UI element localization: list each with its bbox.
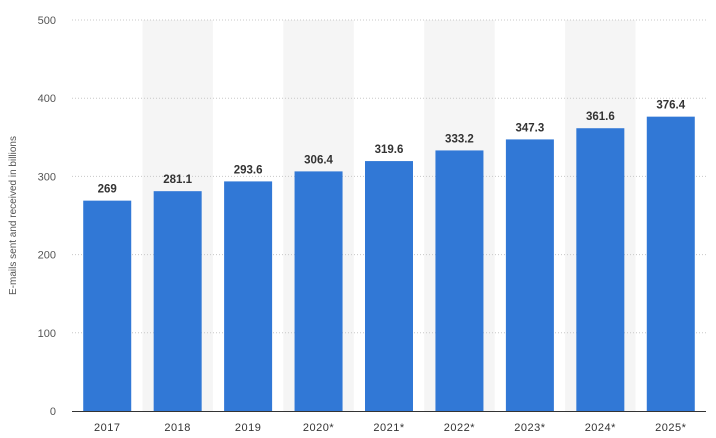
bar-2020*[interactable] [294, 171, 343, 411]
x-tick-label-2021*: 2021* [373, 422, 404, 434]
y-tick-label: 400 [38, 93, 56, 105]
bar-2018[interactable] [153, 191, 202, 411]
bar-2023*[interactable] [505, 139, 554, 411]
y-axis-ticks: 0 100 200 300 400 500 [38, 15, 56, 418]
y-axis-label: E-mails sent and received in billions [8, 136, 19, 295]
data-labels: 269 281.1 293.6 306.4 319.6 333.2 347.3 361.6 37… [98, 100, 686, 196]
x-tick-label-2022*: 2022* [444, 422, 475, 434]
data-label-2023*: 347.3 [515, 122, 544, 134]
y-tick-label: 100 [38, 328, 56, 340]
x-tick-label-2020*: 2020* [303, 422, 334, 434]
bar-2017[interactable] [83, 200, 132, 411]
data-label-2020*: 306.4 [304, 154, 333, 166]
x-tick-label-2017: 2017 [94, 422, 120, 434]
x-tick-label-2024*: 2024* [585, 422, 616, 434]
x-tick-label-2023*: 2023* [514, 422, 545, 434]
x-tick-label-2019: 2019 [235, 422, 261, 434]
bar-2019[interactable] [224, 181, 273, 411]
bars [83, 116, 695, 411]
data-label-2025*: 376.4 [656, 100, 685, 112]
y-tick-label: 0 [50, 406, 56, 418]
data-label-2021*: 319.6 [375, 144, 404, 156]
x-axis-ticks: 2017 2018 2019 2020* 2021* 2022* 2023* 2024* 202… [94, 422, 686, 434]
bar-2025*[interactable] [646, 116, 695, 411]
x-tick-label-2018: 2018 [164, 422, 190, 434]
data-label-2024*: 361.6 [586, 111, 615, 123]
y-tick-label: 500 [38, 15, 56, 27]
data-label-2019: 293.6 [234, 164, 263, 176]
bar-2024*[interactable] [576, 128, 625, 411]
data-label-2022*: 333.2 [445, 133, 474, 145]
x-tick-label-2025*: 2025* [655, 422, 686, 434]
bar-2022*[interactable] [435, 150, 484, 411]
y-tick-label: 300 [38, 171, 56, 183]
data-label-2017: 269 [98, 184, 117, 196]
y-tick-label: 200 [38, 250, 56, 262]
data-label-2018: 281.1 [163, 174, 192, 186]
bar-2021*[interactable] [365, 161, 413, 411]
